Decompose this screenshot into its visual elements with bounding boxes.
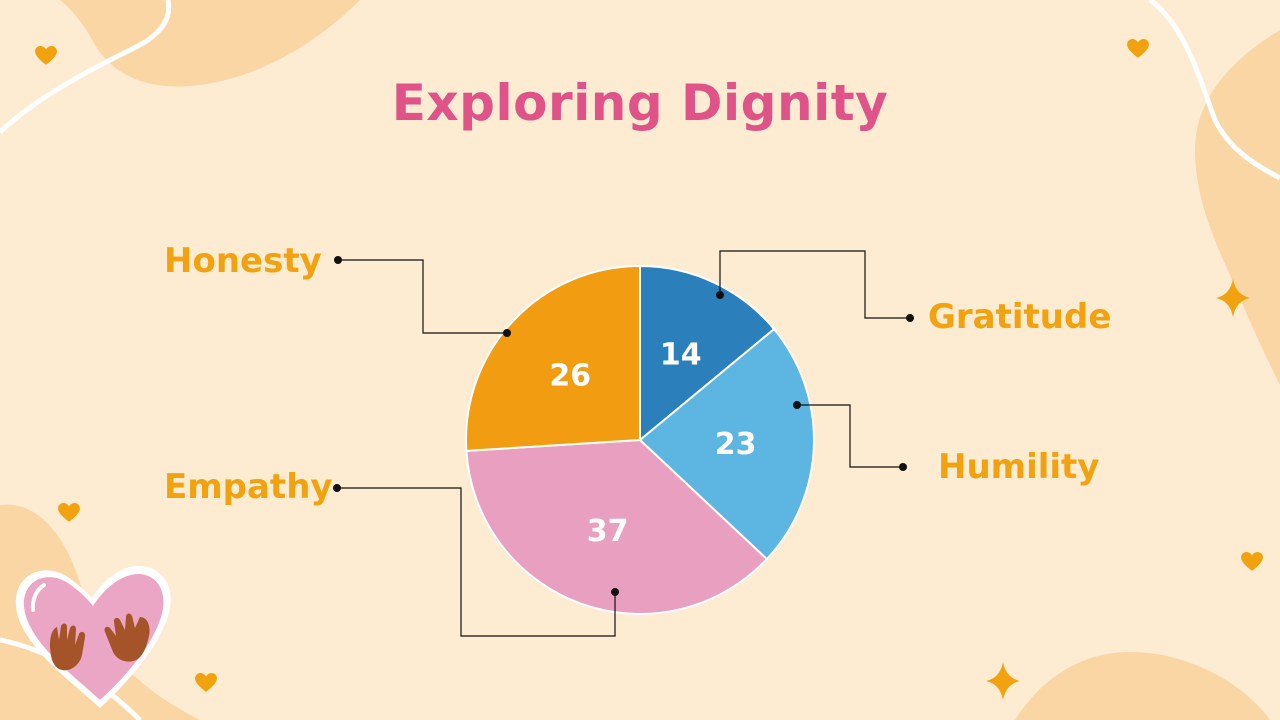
sparkle-icon <box>986 662 1020 700</box>
pie-slice-empathy <box>465 438 769 616</box>
legend-label-gratitude: Gratitude <box>928 297 1112 337</box>
heart-icon <box>58 502 80 522</box>
legend-label-honesty: Honesty <box>164 241 322 281</box>
heart-icon <box>195 672 217 692</box>
callout-dot-humility <box>899 463 907 471</box>
swoosh-top-right <box>1148 0 1280 181</box>
data-label-humility: 23 <box>715 427 757 462</box>
heart-icon <box>1127 38 1149 58</box>
callout-dot-humility <box>793 401 801 409</box>
pie-slice-humility <box>638 327 815 561</box>
callout-dot-empathy <box>611 588 619 596</box>
slide-title: Exploring Dignity <box>391 74 889 132</box>
blob-bottom-left <box>0 504 200 720</box>
blob-bottom-right <box>1015 652 1270 720</box>
callout-line-empathy <box>337 487 616 637</box>
legend-label-humility: Humility <box>938 447 1100 487</box>
heart-icon <box>35 45 57 65</box>
heart-hands-illustration <box>15 565 171 708</box>
callout-dot-gratitude <box>906 314 914 322</box>
callout-dot-gratitude <box>716 291 724 299</box>
pie-slice-honesty <box>465 264 641 452</box>
data-label-empathy: 37 <box>587 514 629 549</box>
sparkle-icon <box>1216 279 1250 317</box>
data-label-gratitude: 14 <box>660 337 702 372</box>
callout-line-gratitude <box>719 250 910 319</box>
heart-icon <box>1241 551 1263 571</box>
data-label-honesty: 26 <box>549 358 591 393</box>
callout-line-humility <box>797 404 903 468</box>
legend-label-empathy: Empathy <box>164 467 333 507</box>
callout-dot-honesty <box>503 329 511 337</box>
blob-top-left <box>60 0 360 87</box>
callout-dot-honesty <box>334 256 342 264</box>
callout-line-honesty <box>338 259 507 334</box>
swoosh-top-left <box>0 0 172 134</box>
pie-slice-gratitude <box>639 264 776 443</box>
callout-dot-empathy <box>333 484 341 492</box>
